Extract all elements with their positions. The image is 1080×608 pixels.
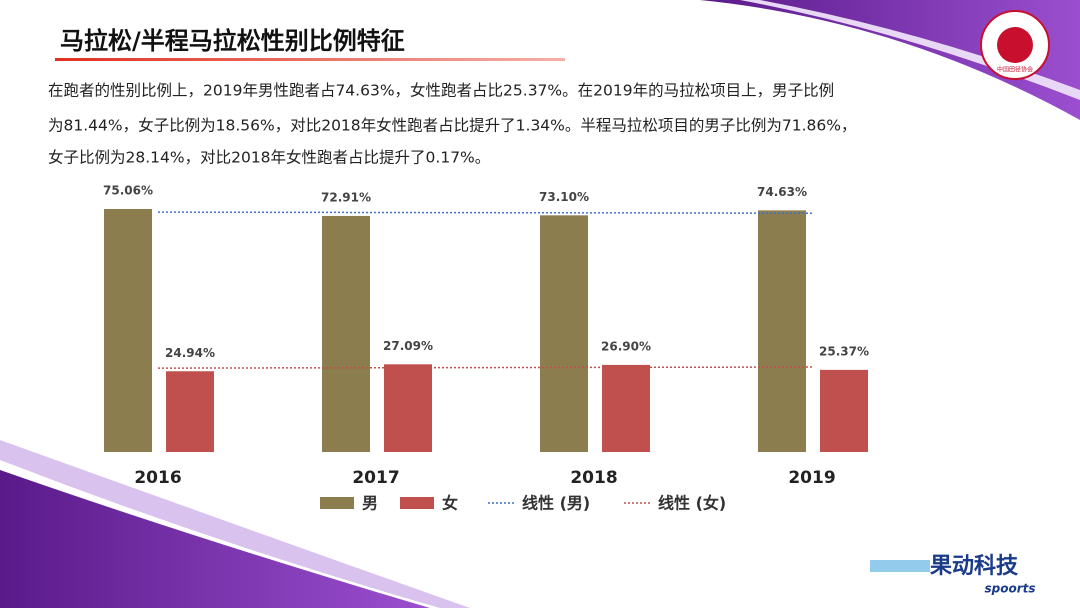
brand-name: 果动科技 [930,554,1019,579]
value-label: 72.91% [321,190,371,204]
x-tick-label: 2017 [352,468,399,488]
legend-label: 男 [362,494,378,513]
bar [758,210,806,452]
bar [820,369,868,452]
brand-stripes [870,560,930,572]
value-label: 25.37% [819,344,869,358]
value-label: 26.90% [601,339,651,353]
legend-label: 线性 (女) [658,494,726,513]
legend-swatch [320,497,354,509]
value-label: 73.10% [539,190,589,204]
bar [540,215,588,452]
paragraph-line: 女子比例为28.14%，对比2018年女性跑者占比提升了0.17%。 [48,148,490,167]
legend-label: 线性 (男) [522,494,590,513]
brand-sub: spoorts [984,582,1035,596]
bar [166,371,214,452]
slide-title: 马拉松/半程马拉松性别比例特征 [60,27,405,55]
brand-logo: 果动科技 spoorts [870,554,1036,596]
x-tick-label: 2019 [788,468,835,488]
trendline [157,366,813,369]
value-label: 24.94% [165,346,215,360]
logo-text: 中国田径协会 [997,66,1033,74]
bar [602,364,650,452]
paragraph-line: 在跑者的性别比例上，2019年男性跑者占74.63%，女性跑者占比25.37%。… [48,81,834,100]
x-tick-label: 2016 [134,468,181,488]
bar [322,215,370,452]
paragraph-line: 为81.44%，女子比例为18.56%，对比2018年女性跑者占比提升了1.34… [48,116,857,135]
bar [104,208,152,452]
value-label: 27.09% [383,339,433,353]
trendline [157,211,813,214]
legend-label: 女 [442,494,458,513]
value-label: 74.63% [757,185,807,199]
x-tick-label: 2018 [570,468,617,488]
swoosh-bottom [0,470,430,608]
bar [384,364,432,452]
value-label: 75.06% [103,183,153,197]
logo-core [997,27,1033,63]
legend-swatch [400,497,434,509]
title-underline [55,58,565,61]
